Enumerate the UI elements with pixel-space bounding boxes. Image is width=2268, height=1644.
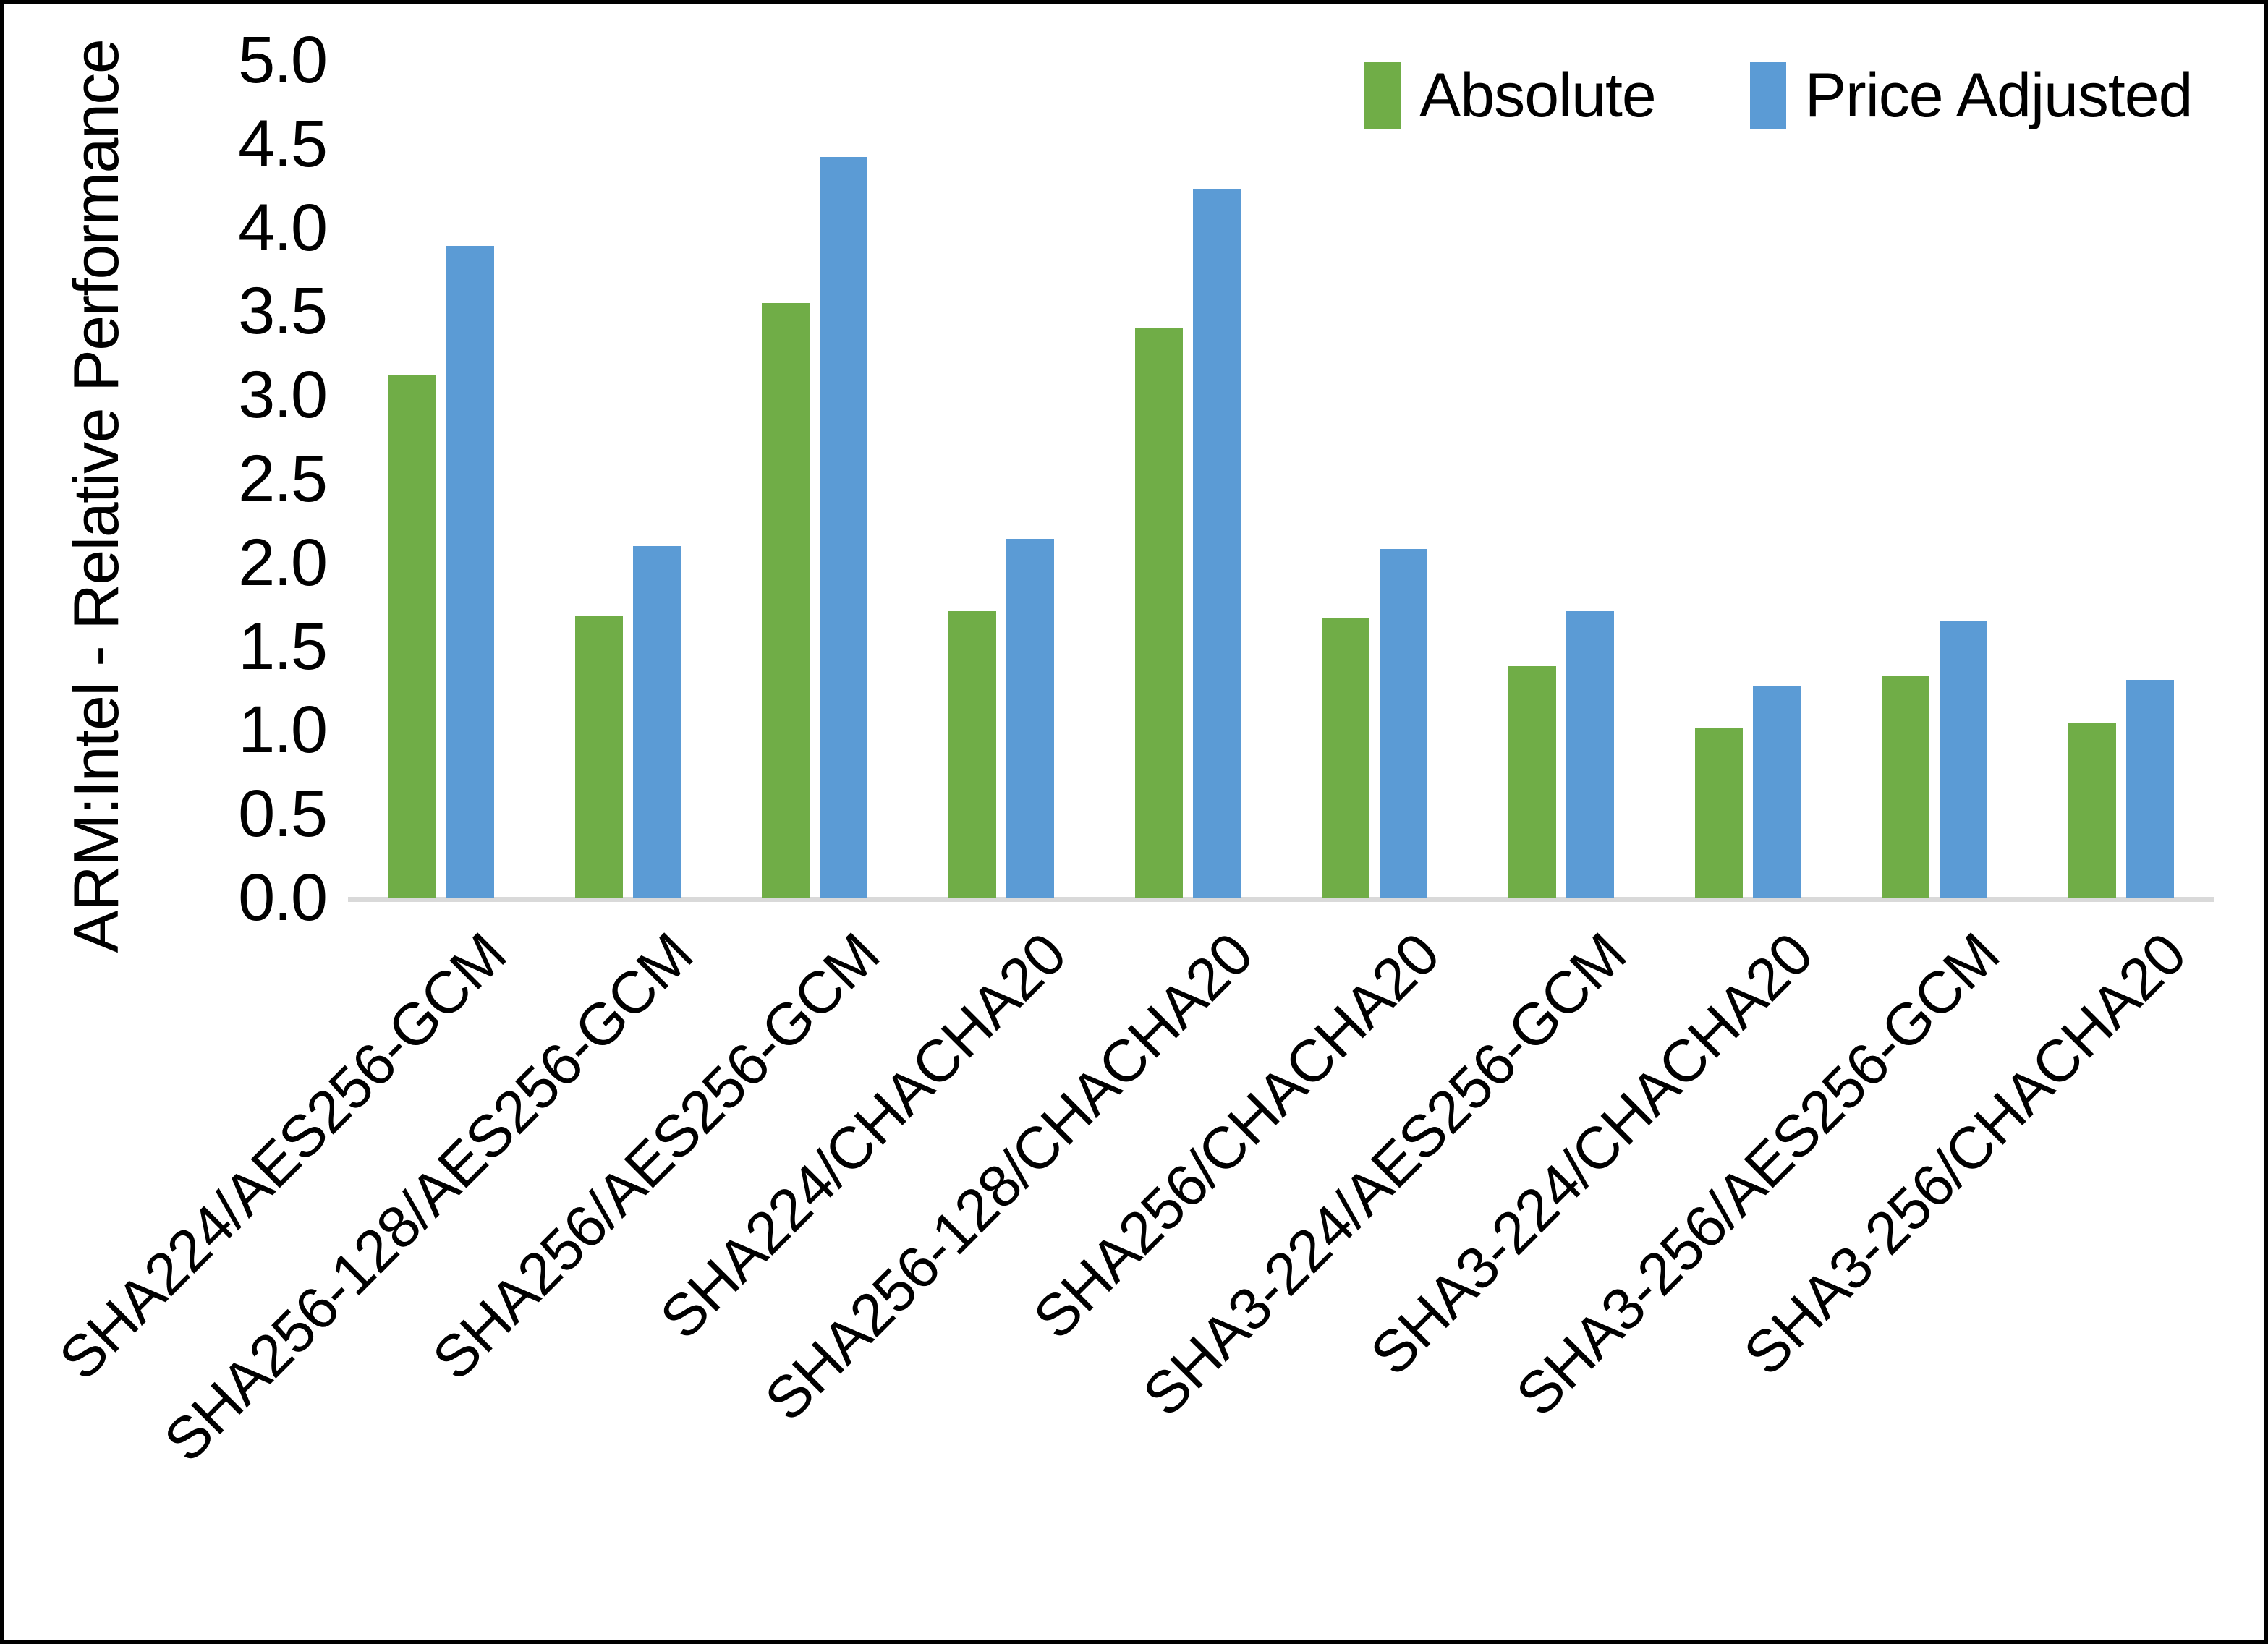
bar-group	[1841, 60, 2028, 898]
bar-absolute	[948, 610, 996, 898]
bar-price-adjusted	[2126, 679, 2174, 898]
y-axis-tick-labels: 5.0 4.5 4.0 3.5 3.0 2.5 2.0 1.5 1.0 0.5 0.0	[171, 4, 328, 1640]
bar-price-adjusted	[1380, 549, 1427, 898]
y-axis-tick-2.0: 2.0	[238, 525, 328, 600]
bar-price-adjusted	[446, 246, 494, 898]
legend-item-absolute: Absolute	[1364, 61, 1657, 130]
bar-group	[1095, 60, 1281, 898]
bar-price-adjusted	[1193, 189, 1241, 898]
x-axis-baseline	[348, 897, 2214, 902]
y-axis-tick-1.0: 1.0	[238, 693, 328, 767]
y-axis-tick-0.0: 0.0	[238, 861, 328, 934]
y-axis-tick-1.5: 1.5	[238, 609, 328, 683]
bar-price-adjusted	[633, 545, 681, 898]
bar-absolute	[1882, 676, 1929, 898]
legend-swatch-price-adjusted	[1749, 62, 1786, 129]
bar-absolute	[1695, 728, 1743, 898]
y-axis-tick-0.5: 0.5	[238, 777, 328, 851]
legend-item-price-adjusted: Price Adjusted	[1749, 61, 2193, 130]
bar-absolute	[1135, 328, 1183, 898]
bar-group	[721, 60, 908, 898]
bar-price-adjusted	[1566, 610, 1614, 898]
plot-area	[348, 60, 2214, 902]
legend-label-absolute: Absolute	[1419, 61, 1657, 130]
y-axis-tick-3.5: 3.5	[238, 274, 328, 349]
bar-price-adjusted	[1753, 686, 1801, 898]
chart-legend: Absolute Price Adjusted	[1364, 61, 2193, 130]
bar-group	[1468, 60, 1655, 898]
bar-absolute	[2068, 723, 2116, 898]
x-axis-tick-labels: SHA224/AES256-GCM SHA256-128/AES256-GCM SH…	[47, 898, 2214, 1621]
y-axis-tick-5.0: 5.0	[238, 23, 328, 97]
y-axis-tick-2.5: 2.5	[238, 442, 328, 516]
bar-group	[1281, 60, 1468, 898]
bar-absolute	[575, 616, 623, 898]
y-axis-tick-3.0: 3.0	[238, 358, 328, 433]
legend-swatch-absolute	[1364, 62, 1401, 129]
bar-price-adjusted	[1940, 621, 1987, 898]
y-axis-title: ARM:Intel - Relative Performance	[60, 39, 132, 953]
bar-absolute	[1508, 666, 1556, 898]
bar-group	[908, 60, 1095, 898]
bar-price-adjusted	[820, 157, 867, 898]
bar-group	[348, 60, 535, 898]
y-axis-tick-4.5: 4.5	[238, 106, 328, 181]
bar-group	[1655, 60, 1841, 898]
bar-group	[2028, 60, 2214, 898]
bar-group	[535, 60, 721, 898]
legend-label-price-adjusted: Price Adjusted	[1804, 61, 2193, 130]
bar-absolute	[762, 302, 810, 898]
y-axis-tick-4.0: 4.0	[238, 190, 328, 265]
bar-price-adjusted	[1006, 539, 1054, 898]
bar-absolute	[1322, 618, 1369, 898]
bar-absolute	[388, 375, 436, 898]
